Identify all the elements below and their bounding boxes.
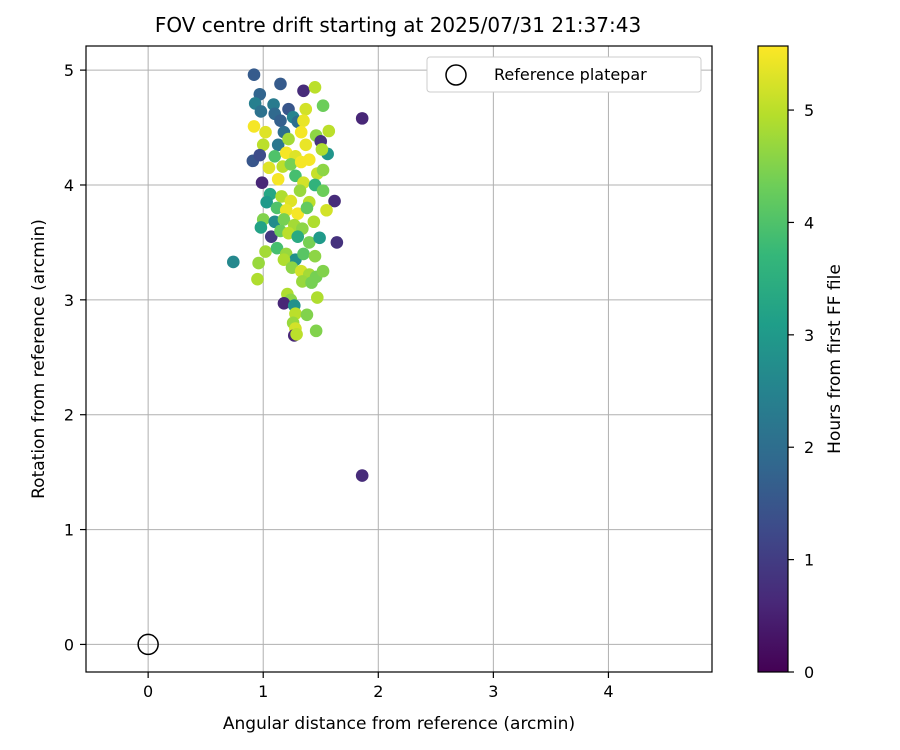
data-point — [270, 241, 284, 255]
y-tick-label: 2 — [64, 406, 74, 425]
chart-title: FOV centre drift starting at 2025/07/31 … — [155, 13, 641, 37]
colorbar-tick-label: 3 — [804, 326, 814, 345]
data-point — [294, 125, 308, 139]
data-point — [259, 125, 272, 139]
colorbar-gradient — [757, 45, 789, 673]
data-point — [284, 158, 298, 171]
x-tick-label: 4 — [603, 682, 613, 701]
scatter-points — [226, 68, 369, 482]
colorbar-tick-label: 4 — [804, 213, 814, 232]
y-axis-label: Rotation from reference (arcmin) — [29, 219, 49, 499]
data-point — [259, 245, 272, 258]
data-point — [315, 143, 329, 156]
data-point — [291, 207, 305, 220]
data-point — [264, 230, 278, 243]
data-point — [255, 176, 269, 189]
x-axis-ticks: 0 1 2 3 4 — [143, 672, 614, 701]
data-point — [330, 236, 344, 249]
data-point — [282, 132, 295, 146]
data-point — [355, 469, 369, 482]
data-point — [307, 215, 321, 229]
colorbar-ticks: 0 1 2 3 4 5 — [788, 101, 814, 682]
data-point — [271, 138, 285, 152]
data-point — [316, 99, 330, 113]
reference-marker — [137, 633, 159, 656]
data-point — [260, 195, 273, 209]
data-point — [254, 105, 268, 118]
data-point — [322, 124, 336, 138]
y-tick-label: 5 — [64, 61, 74, 80]
colorbar-tick-label: 5 — [804, 101, 814, 120]
x-tick-label: 2 — [373, 682, 383, 701]
data-point — [267, 98, 280, 111]
data-point — [310, 291, 324, 304]
data-point — [226, 255, 240, 269]
data-point — [293, 184, 307, 198]
data-point — [251, 272, 264, 286]
data-point — [268, 149, 282, 163]
x-tick-label: 0 — [143, 682, 153, 701]
data-point — [302, 236, 316, 249]
colorbar-label: Hours from first FF file — [825, 264, 845, 454]
data-point — [297, 114, 310, 127]
legend-box — [426, 56, 702, 93]
data-point — [252, 256, 265, 270]
x-tick-label: 3 — [488, 682, 498, 701]
data-point — [299, 138, 313, 152]
data-point — [247, 120, 261, 133]
data-point — [253, 148, 267, 162]
legend-label: Reference platepar — [494, 65, 647, 84]
colorbar-tick-label: 1 — [804, 551, 814, 570]
y-tick-label: 4 — [64, 176, 74, 195]
colorbar: 0 1 2 3 4 5 Hours from first FF file — [757, 45, 845, 682]
data-point — [262, 161, 276, 175]
data-point — [316, 264, 330, 278]
data-point — [305, 276, 318, 289]
data-point — [297, 84, 310, 98]
data-point — [256, 138, 270, 152]
data-point — [313, 231, 326, 245]
data-point — [291, 230, 305, 243]
y-axis-ticks: 0 1 2 3 4 5 — [64, 61, 86, 654]
y-tick-label: 3 — [64, 291, 74, 310]
colorbar-tick-label: 0 — [804, 663, 814, 682]
data-point — [296, 275, 309, 288]
x-tick-label: 1 — [258, 682, 268, 701]
data-point — [274, 114, 287, 127]
data-point — [300, 308, 314, 322]
x-axis-label: Angular distance from reference (arcmin) — [223, 714, 575, 734]
data-point — [299, 102, 313, 116]
legend-marker — [445, 64, 467, 86]
data-point — [277, 296, 291, 310]
data-point — [320, 203, 333, 217]
data-point — [271, 172, 285, 186]
data-point — [297, 247, 310, 261]
colorbar-tick-label: 2 — [804, 438, 814, 457]
data-point — [308, 249, 322, 263]
data-point — [274, 77, 287, 91]
data-point — [247, 68, 261, 82]
data-point — [277, 213, 291, 226]
data-point — [277, 253, 291, 266]
data-point — [294, 155, 308, 169]
plot-frame — [85, 45, 713, 673]
data-point — [316, 163, 330, 177]
data-point — [328, 194, 341, 208]
data-point — [308, 81, 322, 94]
data-point — [254, 221, 268, 234]
data-point — [316, 184, 330, 198]
y-tick-label: 0 — [64, 635, 74, 654]
y-tick-label: 1 — [64, 521, 74, 540]
data-point — [300, 201, 314, 215]
data-point — [309, 324, 323, 338]
legend: Reference platepar — [426, 56, 702, 93]
grid-lines — [86, 46, 712, 672]
data-point — [290, 328, 303, 341]
data-point — [355, 112, 369, 125]
